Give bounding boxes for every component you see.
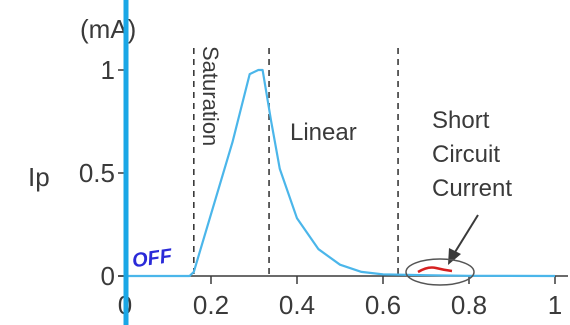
x-tick-label: 0.2 [193, 290, 229, 320]
x-tick-label: 0.6 [365, 290, 401, 320]
x-tick-label: 0.8 [451, 290, 487, 320]
series-lines [125, 68, 556, 278]
x-ticks: 00.20.40.60.81 [118, 276, 562, 320]
annotation-arrow [451, 214, 479, 258]
region-dividers [193, 48, 399, 276]
short-circuit-red-mark [417, 266, 453, 274]
short-circuit-label-3: Current [432, 175, 512, 202]
y-tick-label: 0.5 [79, 158, 115, 188]
y-ticks: 00.51 [79, 55, 125, 291]
y-axis-label: Ip [28, 162, 50, 192]
x-tick-label: 0.4 [279, 290, 315, 320]
x-tick-label: 1 [548, 290, 562, 320]
short-circuit-label-1: Short [432, 107, 490, 134]
y-tick-label: 0 [101, 261, 115, 291]
region-label-saturation: Saturation [198, 46, 223, 146]
short-circuit-ellipse [405, 258, 475, 286]
annotation-arrowhead [448, 248, 461, 265]
y-tick-label: 1 [101, 55, 115, 85]
region-label-linear: Linear [290, 119, 357, 146]
off-handwritten-label: OFF [131, 245, 174, 272]
current-curve [125, 68, 556, 278]
short-circuit-label-2: Circuit [432, 141, 500, 168]
